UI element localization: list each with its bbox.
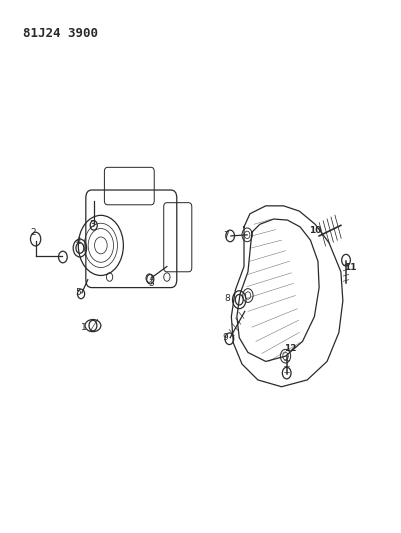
Text: 3: 3 (89, 220, 95, 229)
Text: 2: 2 (30, 228, 36, 237)
Text: 81J24 3900: 81J24 3900 (22, 27, 97, 39)
Text: 4: 4 (75, 237, 81, 246)
Text: 5: 5 (75, 288, 81, 297)
Text: 3: 3 (148, 279, 154, 288)
Text: 11: 11 (344, 263, 356, 272)
Text: 8: 8 (224, 294, 230, 303)
Text: 9: 9 (223, 333, 228, 342)
Text: 7: 7 (223, 231, 229, 240)
Text: 12: 12 (284, 344, 297, 353)
Text: 10: 10 (309, 226, 321, 235)
Text: 1: 1 (81, 322, 87, 332)
